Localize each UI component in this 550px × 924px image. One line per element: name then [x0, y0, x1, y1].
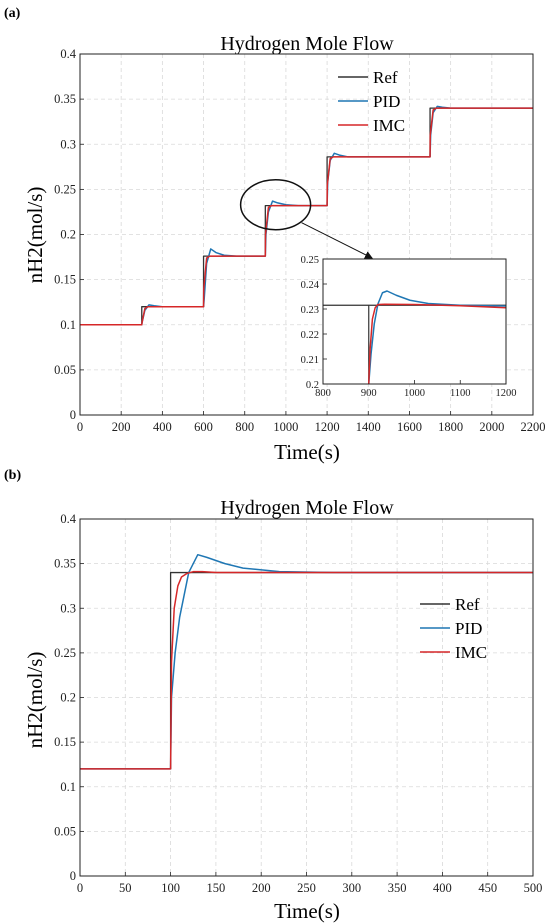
- panel-a-zoom-ellipse: [239, 178, 312, 231]
- panel-b-xtick-label-3: 150: [207, 881, 226, 895]
- panel-a-inset: 800 900 1000 1100 1200 0.2 0.21 0.22 0.23 0.24 0.2…: [301, 255, 517, 399]
- panel-b-xtick-label-2: 100: [161, 881, 180, 895]
- panel-a-xtick-label-10: 2000: [479, 420, 504, 434]
- panel-a-inset-ytick-label-1: 0.21: [301, 355, 319, 366]
- panel-a-ytick-label-1: 0.05: [54, 363, 76, 377]
- panel-b-ytick-label-0: 0: [70, 869, 76, 883]
- panel-b-plot-area: 0 50 100 150 200 250 300 350 400 450 500 0 0.05 0.1 0.…: [54, 512, 542, 895]
- panel-a-xtick-label-7: 1400: [356, 420, 381, 434]
- panel-a-series-imc: [80, 107, 533, 326]
- panel-a-label: (a): [4, 6, 21, 21]
- panel-b-ytick-label-7: 0.35: [54, 557, 76, 571]
- panel-b-ytick-label-6: 0.3: [60, 601, 76, 615]
- panel-a-xtick-label-6: 1200: [315, 420, 340, 434]
- panel-a-legend-label-imc: IMC: [373, 116, 405, 135]
- panel-b-legend-label-ref: Ref: [455, 595, 480, 614]
- panel-a-inset-xtick-label-4: 1200: [496, 388, 517, 399]
- panel-a-plot-area: 0 200 400 600 800 1000 1200 1400 1600 1800 2000 220…: [54, 47, 545, 434]
- panel-a-ytick-label-6: 0.3: [60, 137, 76, 151]
- panel-b-xtick-label-6: 300: [342, 881, 361, 895]
- panel-a-inset-series-pid: [368, 290, 506, 384]
- panel-a-title: Hydrogen Mole Flow: [220, 33, 394, 55]
- panel-a-xlabel: Time(s): [274, 440, 340, 464]
- panel-b-xtick-label-4: 200: [252, 881, 271, 895]
- panel-a-ytick-label-2: 0.1: [60, 318, 76, 332]
- panel-b-xtick-label-0: 0: [77, 881, 83, 895]
- panel-a-inset-frame: [322, 258, 507, 385]
- panel-a-inset-ytick-label-0: 0.2: [306, 380, 319, 391]
- panel-b-xtick-label-10: 500: [524, 881, 543, 895]
- panel-a-xtick-label-3: 600: [194, 420, 213, 434]
- panel-b-axes-frame: [79, 518, 534, 877]
- panel-a-xtick-label-9: 1800: [438, 420, 463, 434]
- panel-b-legend-label-pid: PID: [455, 619, 482, 638]
- panel-b-title: Hydrogen Mole Flow: [220, 497, 394, 519]
- panel-a-inset-background: [323, 259, 506, 384]
- panel-a-ytick-label-5: 0.25: [54, 182, 76, 196]
- panel-a-inset-ytick-label-5: 0.25: [301, 255, 319, 266]
- panel-b-ytick-label-1: 0.05: [54, 824, 76, 838]
- panel-b-series-imc: [80, 570, 533, 770]
- panel-a-xtick-label-4: 800: [235, 420, 254, 434]
- panel-a-inset-ytick-label-3: 0.23: [301, 305, 319, 316]
- panel-a-inset-series-imc: [368, 303, 506, 384]
- panel-a-ytick-label-7: 0.35: [54, 92, 76, 106]
- panel-a-ytick-label-8: 0.4: [60, 47, 76, 61]
- panel-b-xtick-label-1: 50: [119, 881, 132, 895]
- panel-a-ytick-label-3: 0.15: [54, 273, 76, 287]
- panel-a-inset-ytick-label-4: 0.24: [301, 280, 320, 291]
- panel-b-xlabel: Time(s): [274, 899, 340, 923]
- panel-a-xtick-label-11: 2200: [521, 420, 546, 434]
- panel-a-inset-xtick-label-2: 1000: [404, 388, 425, 399]
- panel-b-ytick-label-4: 0.2: [60, 691, 76, 705]
- panel-a-legend-label-ref: Ref: [373, 68, 398, 87]
- panel-b-ytick-label-5: 0.25: [54, 646, 76, 660]
- panel-a-legend-label-pid: PID: [373, 92, 400, 111]
- panel-a-zoom-arrow: [301, 222, 373, 259]
- panel-b-xtick-label-7: 350: [388, 881, 407, 895]
- panel-b-label: (b): [4, 468, 21, 483]
- panel-a-inset-xtick-label-3: 1100: [450, 388, 471, 399]
- panel-a-inset-ytick-label-2: 0.22: [301, 330, 319, 341]
- panel-a-xtick-label-2: 400: [153, 420, 172, 434]
- panel-b-ytick-label-3: 0.15: [54, 735, 76, 749]
- panel-a-xtick-label-1: 200: [112, 420, 131, 434]
- panel-a-ytick-label-0: 0: [70, 408, 76, 422]
- panel-b-ytick-label-8: 0.4: [60, 512, 76, 526]
- panel-a-xtick-label-8: 1600: [397, 420, 422, 434]
- panel-a-xtick-label-5: 1000: [273, 420, 298, 434]
- panel-b-ylabel: nH2(mol/s): [23, 652, 47, 749]
- panel-b-ytick-label-2: 0.1: [60, 780, 76, 794]
- panel-a-inset-xtick-label-1: 900: [361, 388, 377, 399]
- panel-a-ytick-label-4: 0.2: [60, 228, 76, 242]
- panel-b-xtick-label-8: 400: [433, 881, 452, 895]
- panel-a-ylabel: nH2(mol/s): [23, 187, 47, 284]
- panel-b: (b) Hydrogen Mole Flow Time(s) nH2(mol/s…: [4, 468, 542, 923]
- panel-a-axes-frame: [79, 53, 534, 416]
- panel-b-xtick-label-5: 250: [297, 881, 316, 895]
- panel-a-inset-xtick-label-0: 800: [315, 388, 331, 399]
- panel-b-legend-label-imc: IMC: [455, 643, 487, 662]
- panel-a: (a) Hydrogen Mole Flow Time(s) nH2(mol/s…: [4, 6, 546, 464]
- panel-b-xtick-label-9: 450: [478, 881, 497, 895]
- panel-a-xtick-label-0: 0: [77, 420, 83, 434]
